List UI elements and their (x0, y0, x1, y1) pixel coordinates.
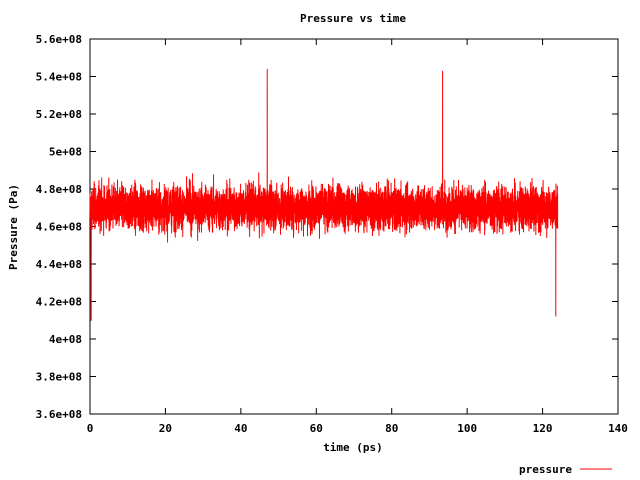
chart-title: Pressure vs time (300, 12, 406, 25)
y-tick-label: 4e+08 (49, 333, 82, 346)
y-tick-label: 4.6e+08 (36, 221, 82, 234)
y-tick-label: 4.8e+08 (36, 183, 82, 196)
legend: pressure (519, 463, 612, 476)
x-tick-label: 120 (533, 422, 553, 435)
y-tick-label: 4.2e+08 (36, 296, 82, 309)
y-tick-label: 5.6e+08 (36, 33, 82, 46)
y-axis-label: Pressure (Pa) (7, 184, 20, 270)
series-layer (89, 68, 559, 321)
y-tick-label: 5.4e+08 (36, 71, 82, 84)
x-tick-label: 40 (234, 422, 247, 435)
x-tick-label: 60 (310, 422, 323, 435)
x-tick-label: 140 (608, 422, 628, 435)
y-tick-label: 3.8e+08 (36, 371, 82, 384)
x-tick-label: 80 (385, 422, 398, 435)
legend-label-pressure: pressure (519, 463, 572, 476)
y-axis: 3.6e+08 3.8e+08 4e+08 4.2e+08 4.4e+08 4.6e+08… (36, 33, 618, 421)
x-axis-label: time (ps) (323, 441, 383, 454)
y-tick-label: 5e+08 (49, 146, 82, 159)
y-tick-label: 3.6e+08 (36, 408, 82, 421)
x-tick-label: 0 (87, 422, 94, 435)
x-tick-label: 20 (159, 422, 172, 435)
series-line-pressure (89, 68, 559, 321)
x-axis: 0 20 40 60 80 100 120 140 (87, 39, 628, 435)
x-tick-label: 100 (457, 422, 477, 435)
y-tick-label: 5.2e+08 (36, 108, 82, 121)
y-tick-label: 4.4e+08 (36, 258, 82, 271)
